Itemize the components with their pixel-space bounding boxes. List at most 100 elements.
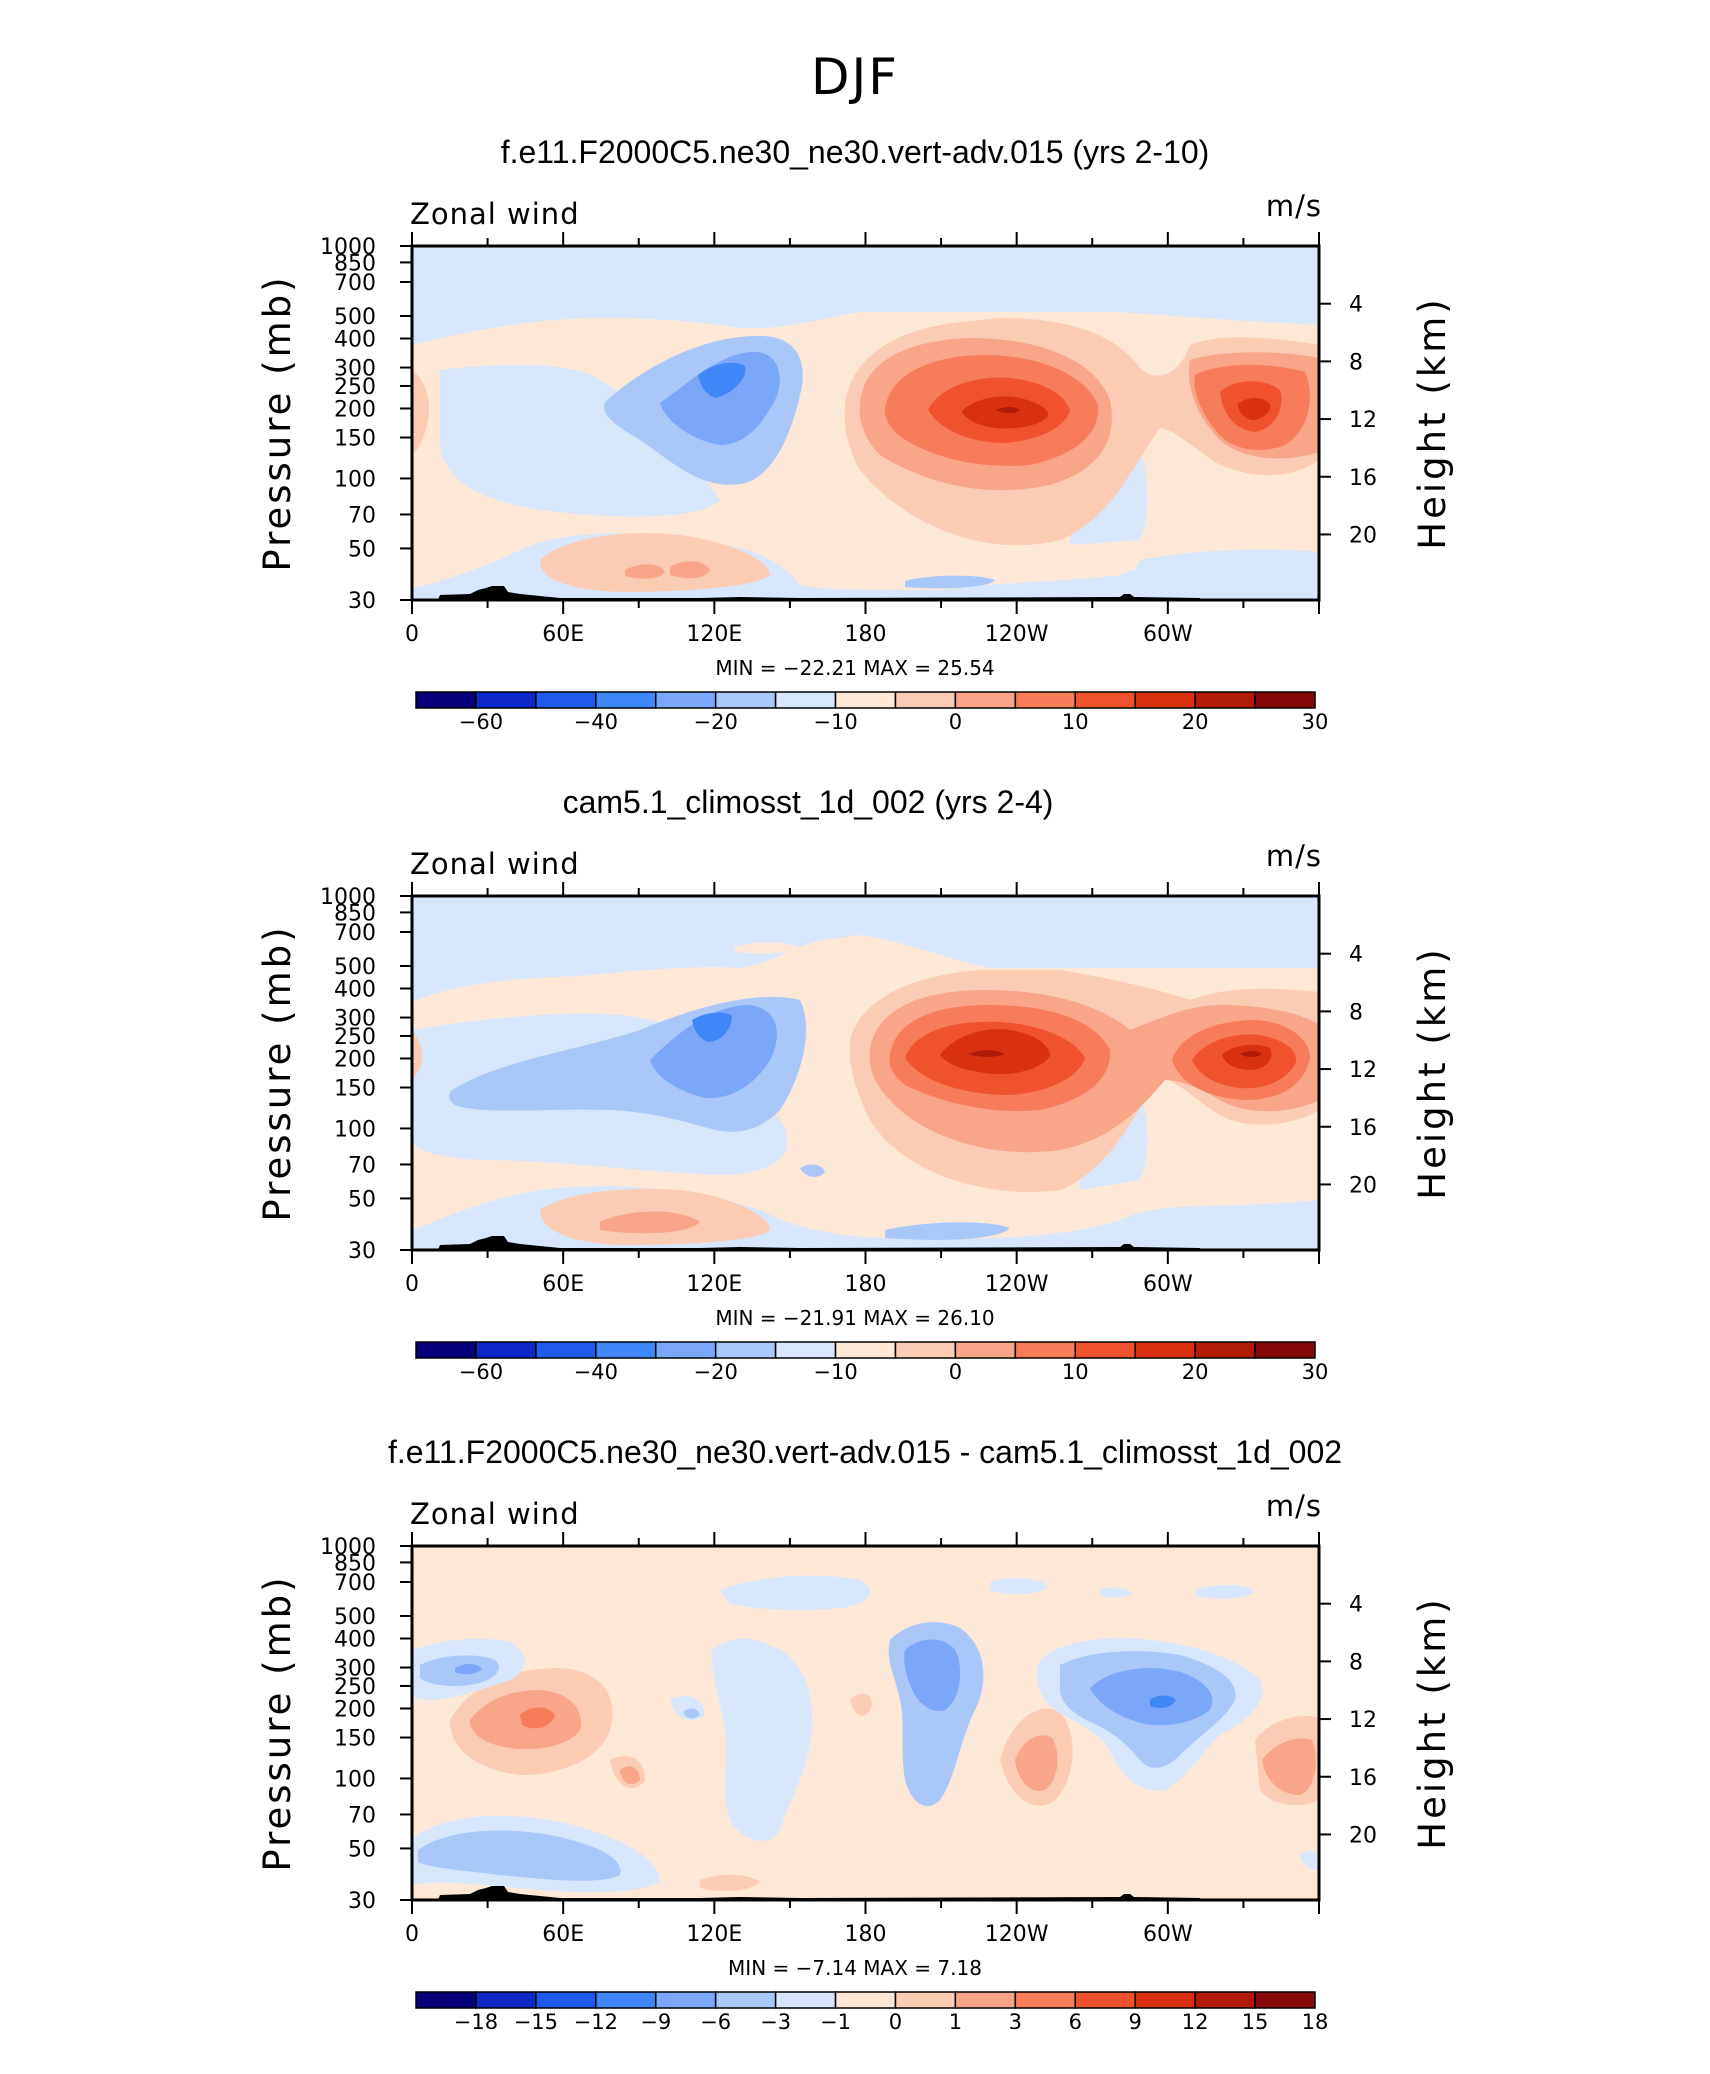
colorbar-swatch — [834, 1341, 897, 1359]
x-tick-label: 60W — [1143, 1272, 1193, 1297]
contour-band-pos-3 — [520, 1707, 555, 1729]
colorbar-swatch — [415, 1341, 477, 1359]
colorbar-swatch — [774, 1991, 837, 2009]
x-ticks: 0 60E 120E 180 120W 60W — [405, 232, 1320, 647]
colorbar-label: 18 — [1302, 2010, 1329, 2034]
min-max-stats: MIN = −21.91 MAX = 26.10 — [715, 1306, 994, 1330]
y-tick-label: 500 — [334, 1605, 376, 1630]
y-axis-right-label: Height (km) — [1411, 946, 1454, 1199]
y-tick-label: 400 — [334, 978, 376, 1003]
colorbar-label: −40 — [574, 1360, 618, 1384]
contour-field — [412, 1546, 1319, 1900]
contour-band-pos-low — [540, 532, 770, 592]
y-tick-label: 250 — [334, 1025, 376, 1050]
y-tick-label: 200 — [334, 1047, 376, 1072]
height-tick-label: 4 — [1349, 1593, 1363, 1618]
y-tick-label: 150 — [334, 1727, 376, 1752]
contour-band-neg-low-2 — [418, 1830, 621, 1881]
y-tick-label: 1000 — [320, 1535, 376, 1560]
colorbar-label: −1 — [820, 2010, 851, 2034]
min-max-stats: MIN = −22.21 MAX = 25.54 — [715, 656, 994, 680]
colorbar-swatch — [595, 1991, 657, 2009]
contour-band-neg-low — [905, 575, 995, 589]
x-tick-label: 0 — [405, 622, 419, 647]
y-tick-label: 500 — [334, 305, 376, 330]
min-max-stats: MIN = −7.14 MAX = 7.18 — [728, 1956, 982, 1980]
colorbar-label: 0 — [949, 710, 962, 734]
y-tick-label: 300 — [334, 357, 376, 382]
colorbar-swatch — [475, 691, 537, 709]
colorbar-swatch — [654, 691, 717, 709]
colorbar-swatch — [954, 1341, 1017, 1359]
height-tick-label: 16 — [1349, 1116, 1377, 1141]
colorbar-swatch — [1014, 691, 1077, 709]
x-tick-label: 60E — [542, 1272, 584, 1297]
contour-band-neg-mid-2 — [670, 1695, 802, 1762]
colorbar-swatch — [535, 1341, 597, 1359]
y-axis-right-label: Height (km) — [1411, 1596, 1454, 1849]
contour-band-neg-tiny — [1300, 1850, 1319, 1870]
colorbar-swatch — [714, 1341, 777, 1359]
y-tick-label: 850 — [334, 251, 376, 276]
units-label: m/s — [1266, 1489, 1322, 1523]
height-tick-label: 12 — [1349, 408, 1377, 433]
x-tick-label: 120E — [686, 1922, 742, 1947]
y-tick-label: 850 — [334, 1551, 376, 1576]
colorbar-swatch — [475, 1991, 537, 2009]
contour-band-neg-small — [800, 1164, 825, 1177]
y-tick-label: 50 — [348, 1187, 376, 1212]
variable-label: Zonal wind — [410, 197, 580, 231]
y-tick-label: 100 — [334, 467, 376, 492]
y-tick-label: 150 — [334, 1077, 376, 1102]
height-tick-label: 4 — [1349, 943, 1363, 968]
contour-band-neg-east-4 — [1150, 1695, 1176, 1708]
contour-band-neg-small — [683, 1708, 700, 1719]
colorbar-label: 1 — [949, 2010, 962, 2034]
colorbar: −18 −15 −12 −9 −6 −3 −1 0 1 3 6 9 12 15 18 — [415, 1991, 1329, 2034]
x-tick-label: 0 — [405, 1922, 419, 1947]
x-tick-label: 180 — [845, 622, 887, 647]
contour-field — [412, 246, 1319, 600]
y-axis-label: Pressure (mb) — [256, 924, 299, 1221]
colorbar-swatch — [834, 1991, 897, 2009]
y-tick-label: 700 — [334, 1571, 376, 1596]
y-tick-label: 400 — [334, 1628, 376, 1653]
y-tick-label: 400 — [334, 328, 376, 353]
figure-title: DJF — [811, 48, 899, 106]
y-tick-label: 100 — [334, 1117, 376, 1142]
contour-band-neg-2 — [650, 1005, 777, 1099]
colorbar-swatch — [1194, 691, 1256, 709]
contour-band-pos-6 — [940, 1029, 1272, 1075]
colorbar-label: 0 — [949, 1360, 962, 1384]
colorbar: −60 −40 −20 −10 0 10 20 30 — [415, 691, 1328, 734]
panel-2: cam5.1_climosst_1d_002 (yrs 2-4) Zonal w… — [256, 784, 1454, 1384]
colorbar-label: −6 — [700, 2010, 731, 2034]
colorbar-label: −40 — [574, 710, 618, 734]
colorbar-label: 9 — [1129, 2010, 1142, 2034]
contour-band-neg-east-3 — [1090, 1668, 1213, 1726]
colorbar-swatch — [954, 691, 1017, 709]
colorbar-swatch — [415, 691, 477, 709]
colorbar-label: −10 — [813, 710, 857, 734]
colorbar-label: −12 — [574, 2010, 618, 2034]
y-tick-label: 70 — [348, 503, 376, 528]
height-tick-label: 20 — [1349, 1823, 1377, 1848]
colorbar-swatch — [415, 1991, 477, 2009]
x-tick-label: 60W — [1143, 1922, 1193, 1947]
colorbar-swatch — [954, 1991, 1017, 2009]
y-tick-label: 50 — [348, 537, 376, 562]
contour-band-neg-top — [720, 1575, 1255, 1611]
colorbar-swatch — [1074, 1341, 1136, 1359]
x-tick-label: 60E — [542, 1922, 584, 1947]
colorbar-label: 12 — [1182, 2010, 1209, 2034]
colorbar-label: −3 — [760, 2010, 791, 2034]
colorbar-swatch — [1194, 1341, 1256, 1359]
colorbar-swatch — [1254, 1991, 1316, 2009]
y-axis-right-label: Height (km) — [1411, 296, 1454, 549]
height-tick-label: 8 — [1349, 350, 1363, 375]
colorbar-swatch — [1194, 1991, 1256, 2009]
contour-band-neg-3 — [455, 1663, 482, 1675]
colorbar-swatch — [1254, 691, 1316, 709]
